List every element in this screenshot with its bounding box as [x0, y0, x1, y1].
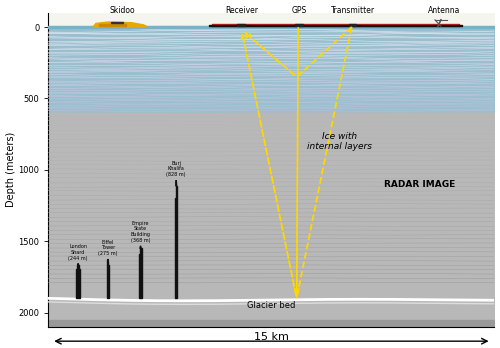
Polygon shape — [78, 265, 79, 269]
Polygon shape — [140, 246, 141, 248]
Polygon shape — [138, 254, 142, 298]
Polygon shape — [99, 24, 126, 26]
Text: Ice with
internal layers: Ice with internal layers — [308, 132, 372, 151]
Polygon shape — [295, 24, 302, 26]
Polygon shape — [111, 22, 122, 23]
Polygon shape — [107, 261, 108, 265]
Text: Empire
State
Building
(368 m): Empire State Building (368 m) — [130, 221, 150, 243]
Text: RADAR IMAGE: RADAR IMAGE — [384, 180, 456, 189]
Text: Skidoo: Skidoo — [110, 6, 136, 15]
Polygon shape — [76, 269, 80, 298]
Text: Transmitter: Transmitter — [331, 6, 375, 15]
Polygon shape — [176, 186, 177, 198]
Polygon shape — [106, 265, 109, 298]
Text: London
Shard
(244 m): London Shard (244 m) — [68, 244, 88, 261]
Text: Receiver: Receiver — [225, 6, 258, 15]
Polygon shape — [237, 24, 244, 26]
Text: Antenna: Antenna — [428, 6, 460, 15]
Polygon shape — [140, 248, 141, 254]
Y-axis label: Depth (meters): Depth (meters) — [6, 132, 16, 207]
Text: Glacier bed: Glacier bed — [247, 301, 296, 310]
Text: Eiffel
Tower
(275 m): Eiffel Tower (275 m) — [98, 240, 117, 256]
Polygon shape — [175, 198, 178, 298]
Polygon shape — [93, 22, 146, 27]
Text: Burj
Khalifa
(828 m): Burj Khalifa (828 m) — [166, 161, 186, 177]
Polygon shape — [348, 24, 356, 26]
X-axis label: 15 km: 15 km — [254, 332, 289, 342]
Text: GPS: GPS — [292, 6, 308, 15]
